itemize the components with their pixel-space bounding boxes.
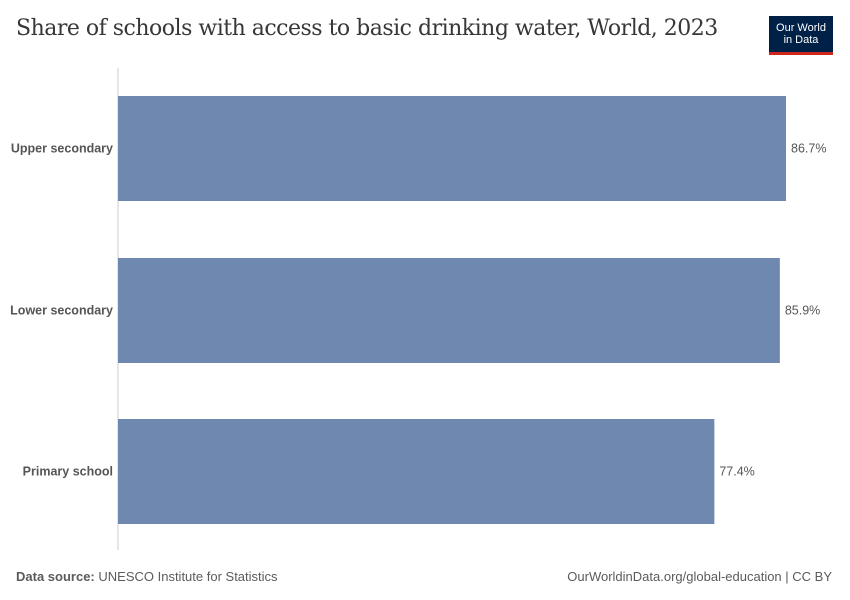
source-text: UNESCO Institute for Statistics (98, 569, 278, 584)
bar[interactable] (118, 96, 786, 201)
credit-link[interactable]: OurWorldinData.org/global-education | CC… (567, 569, 832, 584)
owid-logo[interactable]: Our World in Data (769, 16, 833, 55)
source-label: Data source: (16, 569, 95, 584)
category-label: Upper secondary (11, 142, 113, 156)
category-label: Primary school (23, 465, 113, 479)
value-label: 86.7% (791, 142, 826, 156)
value-label: 77.4% (719, 465, 754, 479)
bar[interactable] (118, 258, 780, 363)
value-label: 85.9% (785, 304, 820, 318)
logo-line2: in Data (783, 34, 819, 46)
bar[interactable] (118, 419, 715, 524)
chart-title: Share of schools with access to basic dr… (16, 16, 718, 41)
data-source: Data source: UNESCO Institute for Statis… (16, 569, 278, 584)
logo-line1: Our World (776, 22, 826, 34)
category-label: Lower secondary (10, 304, 113, 318)
